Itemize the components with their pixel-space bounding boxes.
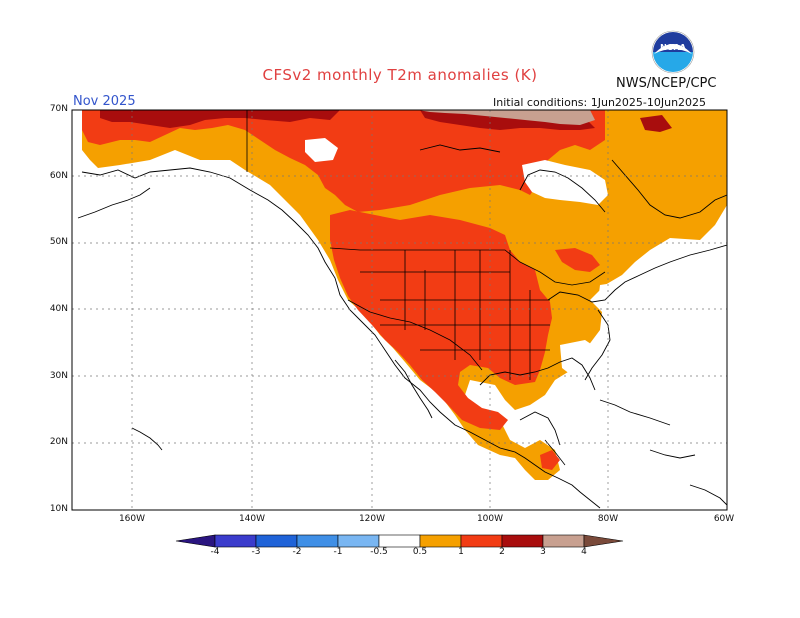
lon-label: 100W (476, 514, 504, 524)
anomaly-pink (418, 110, 595, 125)
initial-conditions: Initial conditions: 1Jun2025-10Jun2025 (493, 96, 707, 109)
lat-label: 60N (49, 171, 68, 181)
colorbar-p1-2 (460, 534, 503, 548)
colorbar-tick: -3 (251, 547, 261, 557)
lon-label: 60W (713, 514, 735, 524)
lat-label: 50N (49, 237, 68, 247)
colorbar-p3-4 (542, 534, 585, 548)
colorbar-tick: 0.5 (412, 547, 428, 557)
colorbar-tick: -2 (292, 547, 302, 557)
colorbar-lt-neg4 (175, 534, 216, 548)
colorbar-neg3-neg2 (255, 534, 298, 548)
anomaly-neutral-patches (82, 138, 645, 380)
colorbar-neg1-neg05 (337, 534, 380, 548)
lat-label: 70N (49, 104, 68, 114)
colorbar-tick: 2 (499, 547, 505, 557)
colorbar-gt4 (583, 534, 624, 548)
agency-label: NWS/NCEP/CPC (616, 76, 717, 91)
lat-label: 30N (49, 371, 68, 381)
colorbar-p2-3 (501, 534, 544, 548)
gridlines (72, 110, 727, 510)
lon-label: 80W (597, 514, 619, 524)
anomaly-red (82, 110, 605, 470)
svg-text:NOAA: NOAA (660, 43, 686, 52)
colorbar-tick: 1 (458, 547, 464, 557)
map-title: CFSv2 monthly T2m anomalies (K) (262, 66, 538, 84)
colorbar-tick: -4 (210, 547, 220, 557)
colorbar-tick: 3 (540, 547, 546, 557)
lat-label: 10N (49, 504, 68, 514)
colorbar-neg2-neg1 (296, 534, 339, 548)
colorbar-neg4-neg3 (214, 534, 257, 548)
colorbar-tick: 4 (581, 547, 587, 557)
lat-label: 40N (49, 304, 68, 314)
colorbar-neutral (378, 534, 421, 548)
forecast-month: Nov 2025 (73, 94, 136, 109)
lat-label: 20N (49, 437, 68, 447)
colorbar-p05-1 (419, 534, 462, 548)
coastlines (77, 144, 727, 509)
lon-label: 120W (358, 514, 386, 524)
colorbar-tick: -0.5 (370, 547, 388, 557)
noaa-logo-icon: NOAA (651, 30, 695, 74)
lon-label: 160W (118, 514, 146, 524)
colorbar-tick: -1 (333, 547, 343, 557)
borders (246, 110, 606, 466)
lon-label: 140W (238, 514, 266, 524)
